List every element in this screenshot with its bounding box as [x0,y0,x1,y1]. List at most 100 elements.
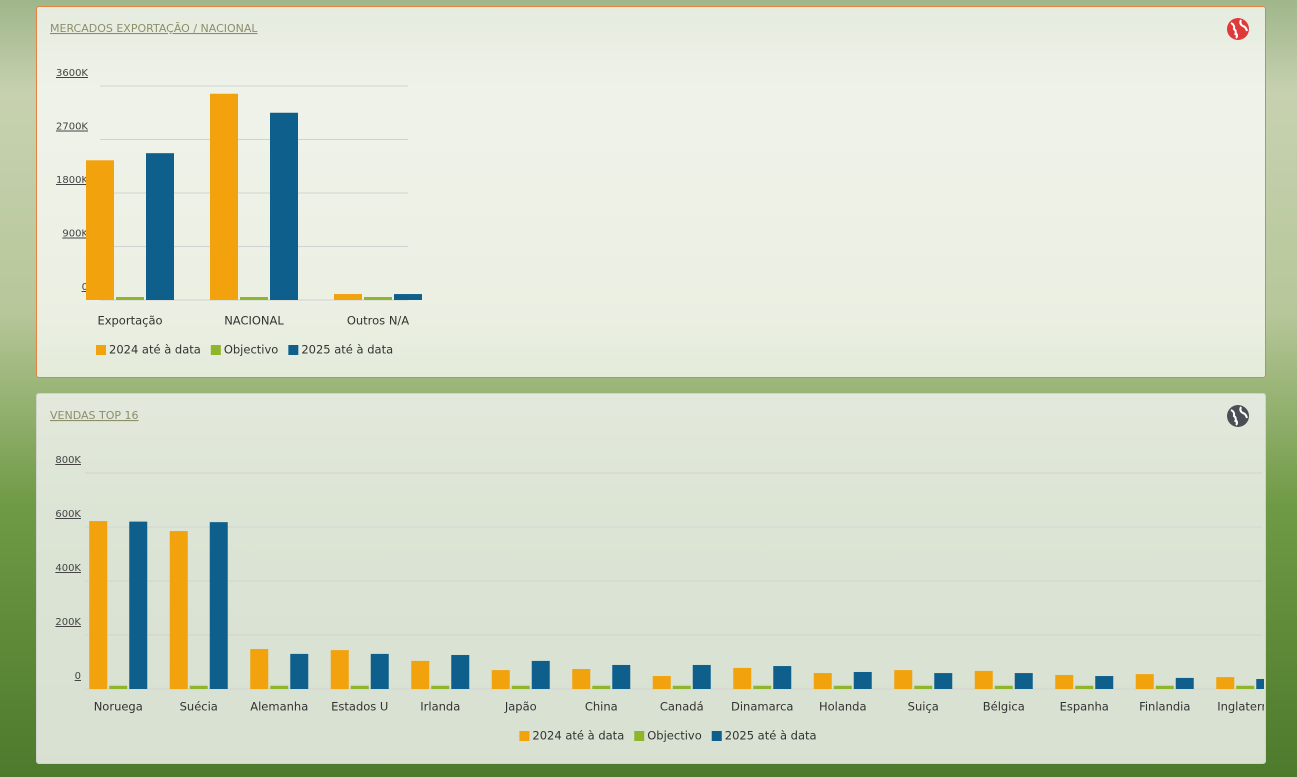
bar [1055,674,1074,689]
x-tick-label: NACIONAL [224,314,284,328]
bar [1075,685,1094,689]
bar [290,653,309,689]
bar [169,531,188,689]
legend-swatch [288,345,299,355]
bar [431,685,450,689]
bar [210,93,238,300]
x-tick-label: Estados U [331,700,388,714]
legend-item[interactable]: Objectivo [634,729,702,743]
globe-icon[interactable] [1227,18,1249,40]
legend-item[interactable]: 2024 até à data [96,343,201,357]
bar [1014,673,1033,689]
legend-label: Objectivo [647,729,702,743]
bar [270,685,289,689]
bar [270,112,298,300]
bar [592,685,611,689]
bar [89,521,108,689]
legend-label: 2024 até à data [109,343,201,357]
x-tick-label: Noruega [94,700,143,714]
x-tick-label: Suiça [908,700,939,714]
y-tick-label: 2700K [56,122,88,133]
bar [394,294,422,300]
bar [250,649,269,689]
legend: 2024 até à data Objectivo 2025 até à data [519,729,817,743]
legend-swatch [519,731,530,741]
chart: 0 200K 400K 600K 800K Noruega Suécia Alemanha Es… [55,455,1273,743]
bar [491,670,510,689]
bar [370,653,389,689]
panel [36,393,1266,764]
bar [994,685,1013,689]
bar [364,297,392,300]
bar [813,673,832,689]
x-tick-label: Bélgica [983,700,1025,714]
x-tick-label: Canadá [660,700,704,714]
bar [572,669,591,689]
globe-icon[interactable] [1227,405,1249,427]
y-tick-label: 0 [75,671,81,682]
bar [209,522,228,689]
bar [974,670,993,689]
y-tick-label: 1800K [56,175,88,186]
x-tick-label: Alemanha [250,700,308,714]
legend-label: Objectivo [224,343,279,357]
bar [86,160,114,300]
bar [853,671,872,689]
legend-item[interactable]: 2024 até à data [519,729,624,743]
bar [334,294,362,300]
legend-item[interactable]: 2025 até à data [288,343,393,357]
legend-swatch [210,345,221,355]
chart: 0 900K 1800K 2700K 3600K Exportação NACIONAL Ou… [56,68,422,357]
legend: 2024 até à data Objectivo 2025 até à data [96,343,393,357]
bar [451,654,470,689]
x-tick-label: Japão [504,700,537,714]
bar [1095,676,1114,689]
bar [833,685,852,689]
bar [1256,679,1264,689]
x-tick-label: Finlandia [1139,700,1190,714]
y-tick-label: 200K [55,617,81,628]
x-tick-label: China [585,700,618,714]
bar [1216,677,1235,689]
y-tick-label: 0 [82,282,88,293]
x-tick-label: Inglaterra [1217,700,1273,714]
bar [773,666,792,689]
bar [350,685,369,689]
y-tick-label: 900K [62,229,88,240]
bar [652,676,671,689]
x-tick-label: Holanda [819,700,867,714]
x-tick-label: Suécia [180,700,218,714]
bar [109,685,128,689]
chart-title: VENDAS TOP 16 [50,409,139,422]
bar [240,297,268,300]
panel [36,6,1266,378]
legend-label: 2024 até à data [532,729,624,743]
bar [733,667,752,689]
chart-title: MERCADOS EXPORTAÇÃO / NACIONAL [50,22,258,35]
y-tick-label: 600K [55,509,81,520]
x-tick-label: Dinamarca [731,700,793,714]
bar [116,297,144,300]
bar [129,521,148,689]
bar [753,685,772,689]
legend-item[interactable]: Objectivo [210,343,279,357]
x-tick-label: Irlanda [420,700,460,714]
y-tick-label: 800K [55,455,81,466]
bar [511,685,530,689]
legend-swatch [634,731,645,741]
bar [189,685,208,689]
bar [1155,685,1174,689]
bar [1135,674,1154,689]
bar [672,685,691,689]
legend-label: 2025 até à data [301,343,393,357]
legend-item[interactable]: 2025 até à data [711,729,817,743]
bar [914,685,933,689]
bar [146,153,174,300]
y-tick-label: 400K [55,563,81,574]
bar [1236,685,1255,689]
bar [531,660,550,689]
legend-swatch [96,345,106,355]
legend-label: 2025 até à data [725,729,817,743]
legend-swatch [711,731,722,741]
